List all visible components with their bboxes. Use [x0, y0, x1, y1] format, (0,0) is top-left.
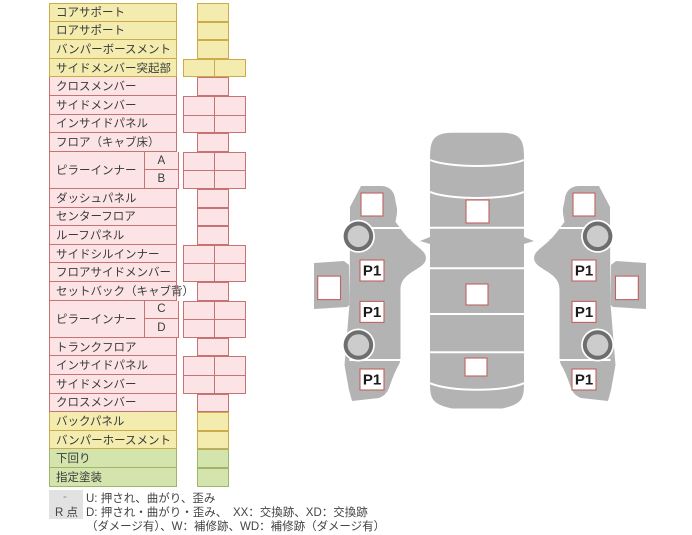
svg-text:P1: P1	[575, 372, 593, 389]
svg-text:P1: P1	[363, 263, 381, 280]
svg-text:P1: P1	[575, 263, 593, 280]
svg-text:P1: P1	[363, 372, 381, 389]
svg-text:P1: P1	[575, 304, 593, 321]
svg-text:P1: P1	[363, 304, 381, 321]
